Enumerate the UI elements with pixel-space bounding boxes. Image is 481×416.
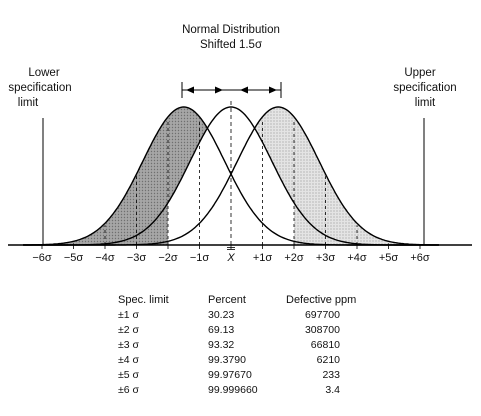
shift-arrow xyxy=(181,82,282,98)
table-cell-ppm: 3.4 xyxy=(325,384,340,396)
axis-tick-label: +3σ xyxy=(316,252,336,264)
title-line-2: Shifted 1.5σ xyxy=(200,39,262,51)
axis-tick-label: +5σ xyxy=(379,252,399,264)
table-cell-percent: 69.13 xyxy=(208,324,234,336)
lower-limit-label-2: specification xyxy=(8,82,71,94)
table-header-percent: Percent xyxy=(208,294,246,306)
axis-tick-label: −5σ xyxy=(64,252,84,264)
axis-tick-label: +1σ xyxy=(253,252,273,264)
axis-tick-labels: −6σ −5σ −4σ −3σ −2σ −1σ X +1σ +2σ +3σ +4σ +5σ +6σ xyxy=(32,245,430,264)
curve-layer xyxy=(23,100,439,246)
lower-limit-label-1: Lower xyxy=(28,67,59,79)
table-cell-percent: 99.3790 xyxy=(208,354,246,366)
axis-tick-label: +4σ xyxy=(347,252,367,264)
lower-limit-label-3: limit xyxy=(18,97,39,109)
upper-limit-label-2: specification xyxy=(393,82,456,94)
center-curve-fill xyxy=(168,107,294,245)
table-rows: ±1 σ 30.23 697700 ±2 σ 69.13 308700 ±3 σ 93.32 6… xyxy=(118,309,340,396)
table-cell-ppm: 66810 xyxy=(311,339,340,351)
axis-tick-label: +2σ xyxy=(284,252,304,264)
upper-limit-label-3: limit xyxy=(415,97,436,109)
axis-tick-label: −6σ xyxy=(32,252,52,264)
axis-tick-label: −2σ xyxy=(158,252,178,264)
defect-table: Spec. limit Percent Defective ppm ±1 σ 30… xyxy=(118,294,356,396)
table-cell-percent: 30.23 xyxy=(208,309,234,321)
axis-tick-label: −4σ xyxy=(95,252,115,264)
table-cell-ppm: 308700 xyxy=(305,324,340,336)
table-cell-spec: ±3 σ xyxy=(118,339,140,351)
table-cell-ppm: 233 xyxy=(322,369,340,381)
table-cell-percent: 99.999660 xyxy=(208,384,258,396)
table-cell-ppm: 6210 xyxy=(317,354,341,366)
axis-tick-label: −1σ xyxy=(190,252,210,264)
table-cell-percent: 99.97670 xyxy=(208,369,252,381)
table-cell-spec: ±4 σ xyxy=(118,354,140,366)
upper-limit-label-1: Upper xyxy=(404,67,435,79)
axis-tick-label: −3σ xyxy=(127,252,147,264)
axis-tick-label: +6σ xyxy=(410,252,430,264)
table-cell-spec: ±1 σ xyxy=(118,309,140,321)
table-cell-percent: 93.32 xyxy=(208,339,234,351)
table-cell-spec: ±2 σ xyxy=(118,324,140,336)
table-cell-ppm: 697700 xyxy=(305,309,340,321)
table-header-spec: Spec. limit xyxy=(118,294,169,306)
table-header-ppm: Defective ppm xyxy=(286,294,356,306)
table-cell-spec: ±5 σ xyxy=(118,369,140,381)
table-cell-spec: ±6 σ xyxy=(118,384,140,396)
title-line-1: Normal Distribution xyxy=(182,24,280,36)
axis-tick-label: X xyxy=(226,252,235,264)
